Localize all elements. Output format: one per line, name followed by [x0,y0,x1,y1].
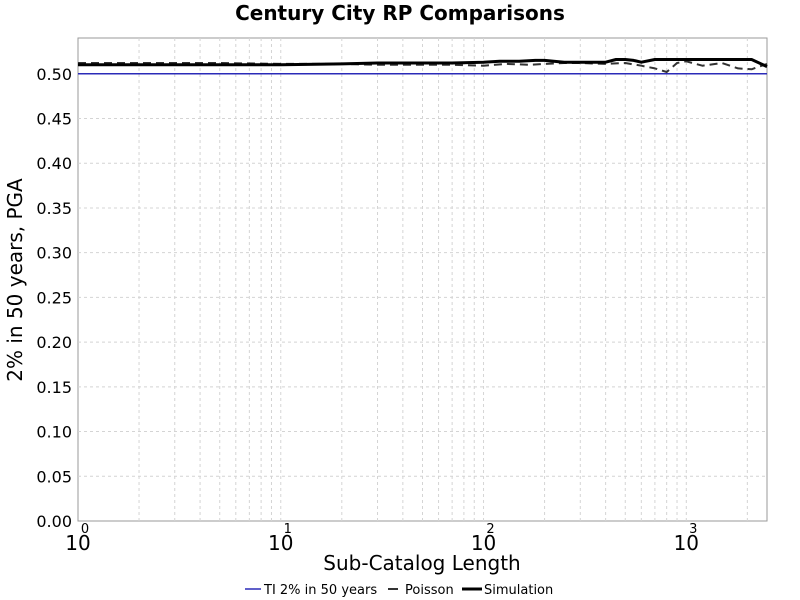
legend-label: Poisson [405,583,454,598]
y-tick-label: 0.05 [36,467,72,486]
y-tick-label: 0.50 [36,65,72,84]
x-tick-base: 10 [674,531,699,555]
x-tick-exponent: 0 [81,522,89,537]
x-tick-exponent: 1 [284,522,292,537]
legend-item: TI 2% in 50 years [245,583,377,598]
chart-title: Century City RP Comparisons [235,1,565,25]
legend-item: Simulation [462,583,553,598]
legend-label: Simulation [484,583,553,598]
x-tick-label: 103 [674,522,699,555]
y-tick-label: 0.10 [36,423,72,442]
x-tick-base: 10 [65,531,90,555]
legend-item: Poisson [388,583,454,598]
x-tick-base: 10 [268,531,293,555]
series-layer [78,58,768,75]
y-tick-label: 0.40 [36,154,72,173]
x-tick-base: 10 [471,531,496,555]
x-tick-exponent: 3 [689,522,697,537]
y-tick-label: 0.00 [36,512,72,531]
y-tick-label: 0.35 [36,199,72,218]
y-tick-label: 0.20 [36,333,72,352]
y-tick-label: 0.25 [36,288,72,307]
y-tick-label: 0.30 [36,244,72,263]
y-axis-label: 2% in 50 years, PGA [3,178,27,382]
x-tick-label: 102 [471,522,496,555]
legend-label: TI 2% in 50 years [263,583,377,598]
legend: TI 2% in 50 years Poisson Simulation [245,583,553,598]
y-tick-label: 0.15 [36,378,72,397]
y-tick-label: 0.45 [36,110,72,129]
series-line-simulation [78,58,768,68]
y-tick-labels: 0.00 0.05 0.10 0.15 0.20 0.25 0.30 0.35 0.40 0.45… [36,65,72,531]
x-axis-label: Sub-Catalog Length [323,551,520,575]
x-tick-exponent: 2 [486,522,494,537]
x-tick-label: 101 [268,522,293,555]
x-tick-label: 100 [65,522,90,555]
